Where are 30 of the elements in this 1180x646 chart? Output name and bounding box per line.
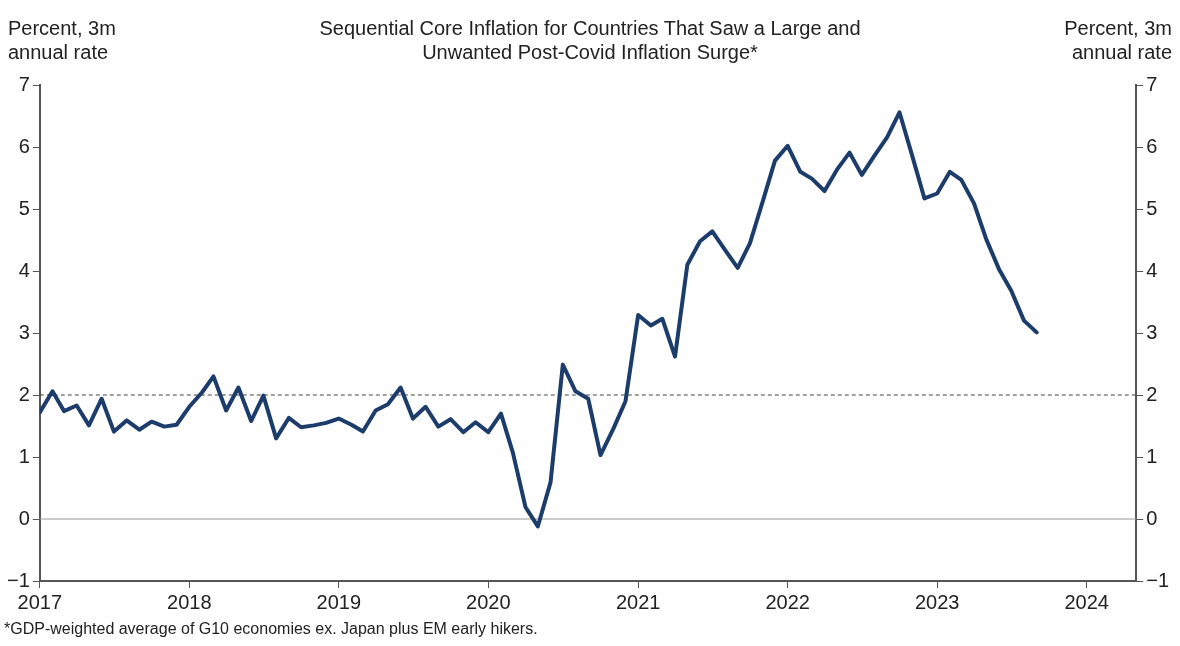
y-tick-label: 5 — [18, 196, 30, 219]
x-tick-label: 2020 — [466, 590, 511, 613]
y-tick-label: 1 — [18, 444, 30, 467]
text: *GDP-weighted average of G10 economies ex. Japan plus EM early hikers. — [4, 620, 538, 638]
y2-tick-label: 3 — [1146, 320, 1158, 343]
x-tick-label: 2021 — [615, 590, 661, 613]
x-tick-label: 2018 — [167, 590, 212, 613]
y-tick-label: 3 — [18, 320, 30, 343]
y2-tick-label: 4 — [1146, 258, 1158, 281]
y-tick-label: 2 — [18, 382, 30, 405]
chart-title: Sequential Core Inflation for Countries That Saw a Large and Unwanted Post-Covid Inflation Surge* — [318, 16, 862, 64]
y-tick-label: 6 — [18, 134, 30, 157]
x-tick-label: 2019 — [316, 590, 362, 613]
y-tick-label: 4 — [18, 258, 30, 281]
y2-axis-title: Percent, 3m annual rate — [1063, 16, 1172, 64]
y2-tick-label: −1 — [1146, 568, 1170, 591]
y2-tick-label: 0 — [1146, 506, 1158, 529]
x-tick-label: 2017 — [17, 590, 63, 613]
y-axis-title: Percent, 3m annual rate — [8, 16, 117, 64]
x-tick-label: 2022 — [765, 590, 810, 613]
y2-tick-label: 6 — [1146, 134, 1158, 157]
y-tick-label: 7 — [18, 72, 30, 95]
y2-tick-label: 7 — [1146, 72, 1158, 95]
x-tick-label: 2024 — [1064, 590, 1109, 613]
y-tick-label: −1 — [6, 568, 30, 591]
y2-tick-label: 5 — [1146, 196, 1158, 219]
y2-tick-label: 1 — [1146, 444, 1158, 467]
x-tick-label: 2023 — [914, 590, 960, 613]
y-tick-label: 0 — [18, 506, 30, 529]
y2-tick-label: 2 — [1146, 382, 1158, 405]
